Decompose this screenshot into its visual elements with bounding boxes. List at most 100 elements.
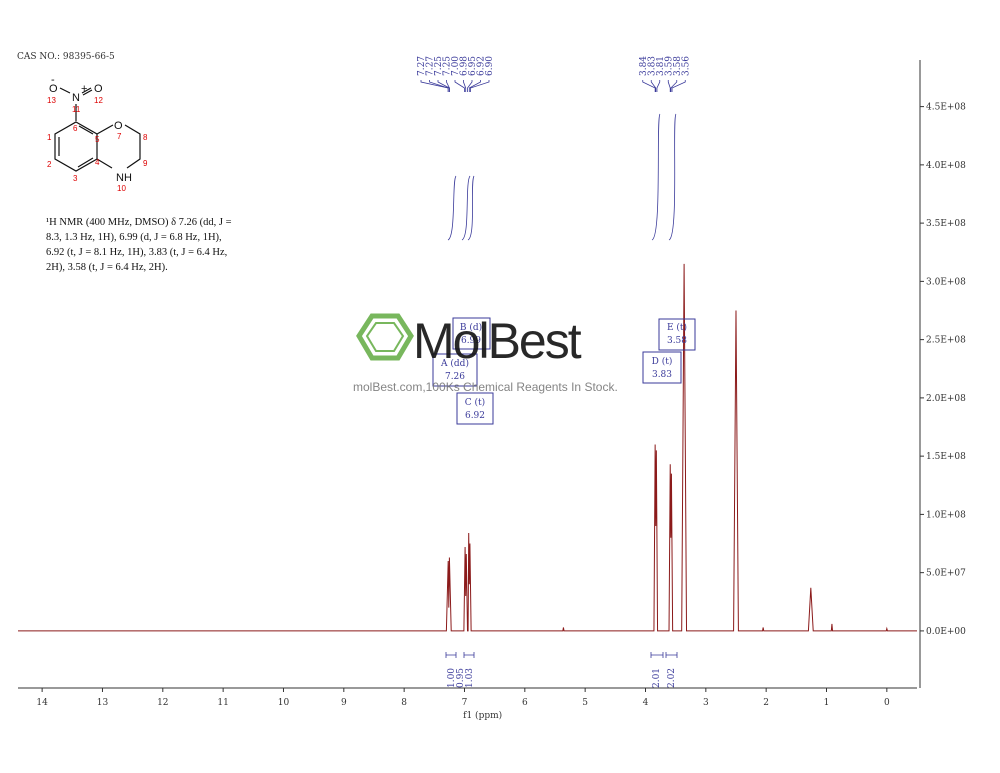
- charge: +: [81, 83, 87, 95]
- y-tick-label: 2.0E+08: [926, 394, 966, 404]
- multiplet-box: [642, 351, 682, 384]
- peak-connector: [470, 80, 490, 92]
- peak-label: 6.92: [477, 56, 487, 76]
- atom-number: 3: [73, 174, 78, 183]
- bonds: [54, 87, 141, 172]
- multiplet-shift: 3.58: [667, 336, 687, 346]
- integral-label: 1.00: [447, 668, 457, 688]
- x-tick-label: 13: [97, 698, 109, 708]
- atom: O: [94, 83, 103, 95]
- integral-label: 2.01: [652, 668, 662, 688]
- x-tick-label: 0: [884, 698, 890, 708]
- peak-connector: [463, 80, 467, 92]
- atom-number: 12: [94, 96, 103, 105]
- multiplet-boxes: A (dd) 7.26 B (d) 6.99 C (t) 6.92 D (t) …: [432, 317, 696, 425]
- x-tick-label: 7: [462, 698, 468, 708]
- peak-label: 3.56: [681, 56, 691, 76]
- y-tick-label: 1.0E+08: [926, 510, 966, 520]
- atom: N: [72, 92, 80, 104]
- multiplet-label: A (dd): [440, 358, 469, 369]
- atom-number: 6: [73, 124, 78, 133]
- x-tick-label: 14: [36, 698, 48, 708]
- atom: NH: [116, 172, 132, 184]
- peak-label: 3.58: [673, 56, 683, 76]
- multiplet-box: [456, 392, 494, 425]
- peak-label: 7.27: [417, 56, 427, 76]
- x-axis-label: f1 (ppm): [463, 710, 502, 721]
- peak-label: 3.84: [639, 56, 649, 76]
- watermark: MolBest molBest.com,100Ks Chemical Reage…: [353, 313, 618, 394]
- x-tick-label: 1: [824, 698, 830, 708]
- peak-label: 7.25: [443, 56, 453, 76]
- y-tick-label: 4.0E+08: [926, 161, 966, 171]
- multiplet-label: B (d): [460, 322, 482, 333]
- atom-number: 13: [47, 96, 56, 105]
- peak-label: 7.00: [451, 56, 461, 76]
- atom-number: 7: [117, 132, 122, 141]
- x-tick-label: 2: [763, 698, 769, 708]
- peak-connector: [650, 80, 657, 92]
- x-tick-label: 6: [522, 698, 528, 708]
- integral-label: 1.03: [465, 668, 475, 688]
- x-tick-label: 10: [278, 698, 290, 708]
- x-tick-label: 3: [703, 698, 709, 708]
- integral-label: 0.95: [456, 668, 466, 688]
- peak-label: 7.25: [434, 56, 444, 76]
- y-tick-label: 4.5E+08: [926, 103, 966, 113]
- y-tick-label: 3.5E+08: [926, 219, 966, 229]
- y-tick-label: 5.0E+07: [926, 569, 966, 579]
- x-tick-label: 12: [157, 698, 168, 708]
- peak-connector: [420, 80, 449, 92]
- logo-hexagon: [356, 313, 414, 361]
- multiplet-label: E (t): [667, 322, 687, 333]
- y-tick-label: 1.5E+08: [926, 452, 966, 462]
- multiplet-shift: 7.26: [445, 372, 465, 382]
- peak-label: 7.27: [426, 56, 436, 76]
- description: 2H), 3.58 (t, J = 6.4 Hz, 2H).: [46, 262, 168, 273]
- integral-label: 2.02: [667, 668, 677, 688]
- peak-label: 3.81: [656, 56, 666, 76]
- x-tick-label: 8: [401, 698, 407, 708]
- multiplet-shift: 6.92: [465, 411, 485, 421]
- atom: O: [49, 83, 58, 95]
- atom: O: [114, 120, 123, 132]
- x-tick-label: 5: [582, 698, 588, 708]
- atom-number: 8: [143, 133, 148, 142]
- multiplet-label: C (t): [465, 397, 485, 408]
- description: 6.92 (t, J = 8.1 Hz, 1H), 3.83 (t, J = 6…: [46, 247, 227, 258]
- multiplet-box: [658, 318, 696, 351]
- description: 8.3, 1.3 Hz, 1H), 6.99 (d, J = 6.8 Hz, 1…: [46, 232, 222, 243]
- y-tick-label: 0.0E+00: [926, 627, 966, 637]
- atom-number: 1: [47, 133, 52, 142]
- x-tick-label: 9: [341, 698, 347, 708]
- peak-connector: [671, 80, 686, 92]
- integral-labels: [445, 652, 678, 658]
- multiplet-label: D (t): [652, 356, 673, 367]
- peak-label: 3.83: [647, 56, 657, 76]
- structure: O - N + O 13 11 12 6 1 5 7 O 8 2 4 9 3 N…: [47, 74, 148, 193]
- x-tick-label: 11: [217, 698, 228, 708]
- atom-number: 10: [117, 184, 126, 193]
- peak-connector: [454, 80, 465, 92]
- charge: -: [51, 74, 55, 86]
- peak-connector: [446, 80, 450, 92]
- atom-number: 5: [95, 135, 100, 144]
- integral-curves: [447, 113, 677, 241]
- watermark-tagline: molBest.com,100Ks Chemical Reagents In S…: [353, 380, 618, 394]
- atom-number: 2: [47, 160, 52, 169]
- y-tick-label: 2.5E+08: [926, 336, 966, 346]
- multiplet-shift: 6.99: [461, 336, 481, 346]
- peak-connector: [467, 80, 473, 92]
- peak-label: 6.95: [468, 56, 478, 76]
- logo-hexagon: [365, 322, 405, 352]
- peak-connector: [468, 80, 481, 92]
- peak-connector: [429, 80, 449, 92]
- atom-number: 9: [143, 159, 148, 168]
- cas-number: CAS NO.: 98395-66-5: [17, 52, 115, 62]
- atom-number: 11: [72, 105, 81, 114]
- peak-connector: [642, 80, 656, 92]
- multiplet-box: [432, 353, 478, 387]
- peak-connector: [670, 80, 678, 92]
- peak-label: 3.59: [664, 56, 674, 76]
